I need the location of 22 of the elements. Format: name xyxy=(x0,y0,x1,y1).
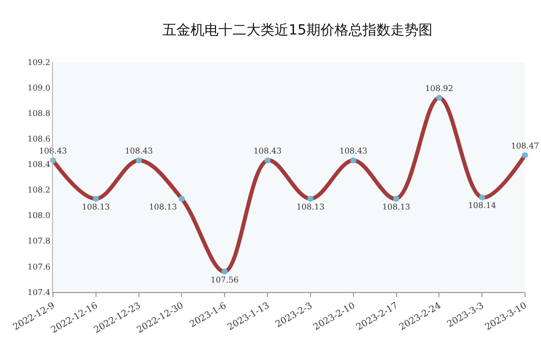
data-label: 108.43 xyxy=(254,146,282,156)
y-tick-label: 108.8 xyxy=(27,108,50,118)
data-label: 108.13 xyxy=(148,202,177,212)
y-tick-label: 109.0 xyxy=(27,83,50,92)
y-tick-label: 107.6 xyxy=(27,262,50,272)
data-label: 108.43 xyxy=(124,146,153,156)
y-tick-label: 108.2 xyxy=(27,186,50,195)
data-label: 108.14 xyxy=(468,201,496,210)
data-label: 107.56 xyxy=(210,275,239,284)
chart-title: 五金机电十二大类近15期价格总指数走势图 xyxy=(162,22,432,39)
data-label: 108.47 xyxy=(511,142,539,151)
y-tick-label: 107.4 xyxy=(27,288,50,297)
y-tick-label: 108.0 xyxy=(27,211,50,220)
data-label: 108.13 xyxy=(82,202,110,212)
data-label: 108.13 xyxy=(382,202,410,212)
y-tick-label: 108.4 xyxy=(27,160,50,170)
y-tick-label: 109.2 xyxy=(27,58,50,67)
data-label: 108.92 xyxy=(425,84,454,94)
y-tick-label: 107.8 xyxy=(27,236,50,246)
data-label: 108.43 xyxy=(339,146,368,156)
y-tick-label: 108.6 xyxy=(27,134,50,144)
data-label: 108.13 xyxy=(296,202,324,212)
